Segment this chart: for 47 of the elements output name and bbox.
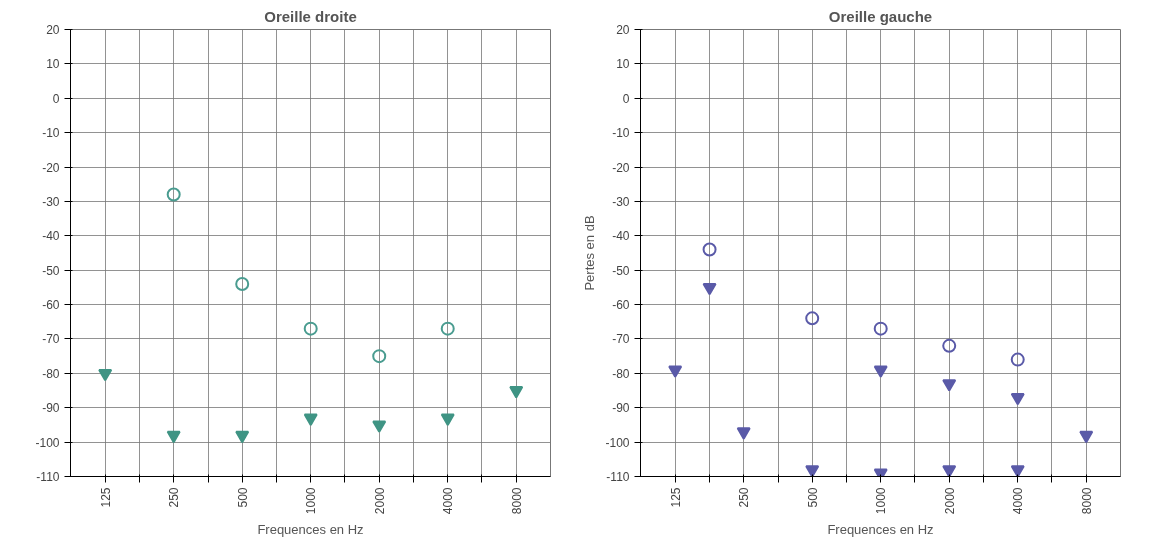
x-tick-label: 1000 — [874, 487, 889, 515]
y-tick-label: -10 — [42, 126, 60, 141]
y-tick-label: -100 — [605, 435, 630, 450]
x-tick-label: 1000 — [304, 487, 319, 515]
x-axis-title: Frequences en Hz — [257, 522, 364, 538]
chart-title: Oreille gauche — [828, 7, 933, 25]
x-tick-label: 500 — [805, 487, 820, 508]
y-tick-label: 10 — [616, 57, 630, 72]
x-tick-label: 8000 — [1079, 487, 1094, 515]
x-tick-label: 4000 — [441, 487, 456, 515]
y-tick-label: -10 — [612, 126, 630, 141]
y-tick-label: -80 — [612, 366, 630, 381]
x-axis-title: Frequences en Hz — [827, 522, 934, 538]
x-tick-label: 2000 — [372, 487, 387, 515]
y-tick-label: -90 — [42, 401, 60, 416]
y-tick-label: 10 — [46, 57, 60, 72]
y-tick-label: -100 — [35, 435, 60, 450]
y-tick-label: 0 — [622, 91, 630, 106]
y-tick-label: -60 — [42, 298, 60, 313]
x-tick-label: 250 — [167, 487, 182, 508]
y-tick-label: -50 — [42, 263, 60, 278]
y-tick-label: -60 — [612, 298, 630, 313]
y-tick-label: -20 — [612, 160, 630, 175]
y-tick-label: -110 — [606, 470, 630, 484]
y-tick-label: -70 — [612, 332, 630, 347]
x-tick-label: 500 — [235, 487, 250, 508]
y-tick-label: -40 — [612, 229, 630, 244]
y-tick-label: -110 — [36, 470, 60, 484]
x-tick-label: 2000 — [942, 487, 957, 515]
chart-title: Oreille droite — [264, 7, 357, 25]
y-tick-label: -70 — [42, 332, 60, 347]
x-tick-label: 250 — [737, 487, 752, 508]
x-tick-label: 125 — [98, 487, 113, 508]
y-tick-label: -30 — [42, 194, 60, 209]
y-tick-label: -50 — [612, 263, 630, 278]
y-tick-label: -20 — [42, 160, 60, 175]
x-tick-label: 8000 — [509, 487, 524, 515]
y-tick-label: -80 — [42, 366, 60, 381]
y-tick-label: -30 — [612, 194, 630, 209]
y-tick-label: 0 — [52, 91, 60, 106]
x-tick-label: 125 — [668, 487, 683, 508]
y-tick-label: -90 — [612, 401, 630, 416]
y-axis-title: Pertes en dB — [582, 215, 598, 291]
y-tick-label: -40 — [42, 229, 60, 244]
x-tick-label: 4000 — [1011, 487, 1026, 515]
y-tick-label: 20 — [46, 23, 60, 37]
y-tick-label: 20 — [616, 23, 630, 37]
